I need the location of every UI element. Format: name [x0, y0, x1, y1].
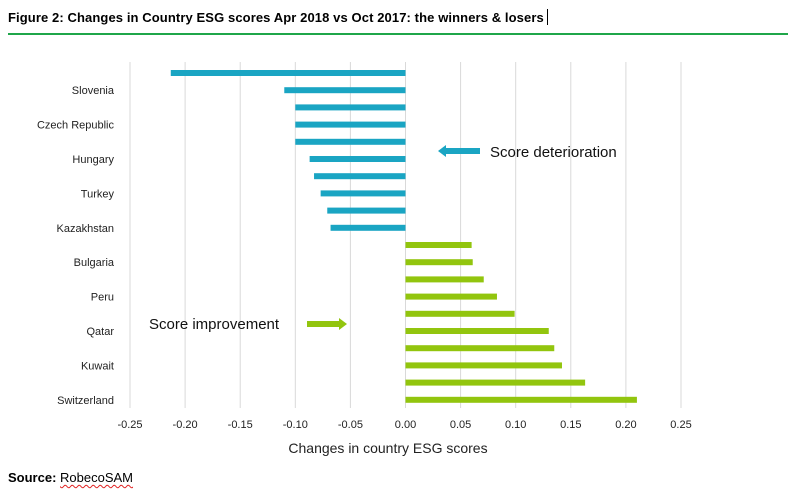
- bar-improvement: [405, 379, 586, 386]
- category-label: Switzerland: [57, 395, 114, 407]
- category-label: Qatar: [86, 326, 114, 338]
- bar-improvement: [405, 293, 497, 300]
- category-label: Turkey: [81, 188, 115, 200]
- improvement-annotation: Score improvement: [149, 316, 347, 333]
- gridlines: [129, 62, 682, 408]
- category-label: Czech Republic: [37, 120, 115, 132]
- bar-improvement: [405, 259, 473, 266]
- category-label: Bulgaria: [74, 257, 115, 269]
- x-tick-labels: -0.25 -0.20 -0.15 -0.10 -0.05 0.00 0.05 0.10 0.1…: [117, 419, 691, 431]
- category-label: Kuwait: [81, 360, 114, 372]
- category-label: Kazakhstan: [57, 223, 114, 235]
- bar-improvement: [405, 242, 472, 248]
- source-label: Source:: [8, 470, 57, 485]
- x-tick-label: -0.15: [228, 419, 253, 431]
- bar-deterioration: [309, 156, 406, 162]
- bar-deterioration: [330, 224, 406, 231]
- x-tick-label: 0.15: [560, 419, 581, 431]
- bar-improvement: [405, 362, 562, 369]
- text-cursor-icon: [546, 9, 548, 25]
- title-rule: [8, 33, 788, 35]
- left-arrow-icon: [438, 145, 480, 157]
- x-tick-label: 0.00: [395, 419, 416, 431]
- bar-deterioration: [314, 173, 406, 180]
- x-tick-label: 0.25: [670, 419, 691, 431]
- bar-improvement: [405, 310, 515, 317]
- bar-deterioration: [320, 190, 406, 197]
- bar-deterioration: [295, 138, 406, 145]
- x-tick-label: -0.05: [338, 419, 363, 431]
- x-tick-label: -0.10: [283, 419, 308, 431]
- bar-deterioration: [170, 70, 406, 76]
- right-arrow-icon: [307, 318, 347, 330]
- x-tick-label: 0.20: [615, 419, 636, 431]
- category-labels: Slovenia Czech Republic Hungary Turkey Kazak…: [37, 85, 115, 407]
- esg-bar-chart: Slovenia Czech Republic Hungary Turkey Kazak…: [37, 62, 692, 456]
- x-tick-label: -0.20: [173, 419, 198, 431]
- bar-improvement: [405, 396, 637, 403]
- category-label: Slovenia: [72, 85, 115, 97]
- bars: [170, 70, 637, 403]
- x-axis-title: Changes in country ESG scores: [288, 440, 487, 456]
- bar-improvement: [405, 345, 555, 352]
- figure-title-text: Figure 2: Changes in Country ESG scores …: [8, 10, 544, 25]
- x-tick-label: 0.10: [505, 419, 526, 431]
- x-tick-label: -0.25: [117, 419, 142, 431]
- category-label: Hungary: [72, 154, 114, 166]
- category-label: Peru: [91, 292, 114, 304]
- bar-deterioration: [284, 87, 406, 94]
- x-tick-label: 0.05: [450, 419, 471, 431]
- bar-deterioration: [327, 207, 406, 214]
- figure-title: Figure 2: Changes in Country ESG scores …: [8, 9, 548, 25]
- source-note: Source: RobecoSAM: [8, 470, 133, 485]
- bar-improvement: [405, 276, 484, 283]
- bar-improvement: [405, 328, 549, 334]
- improvement-label: Score improvement: [149, 316, 280, 333]
- bar-deterioration: [295, 104, 406, 111]
- deterioration-label: Score deterioration: [490, 144, 617, 161]
- deterioration-annotation: Score deterioration: [438, 144, 617, 161]
- bar-deterioration: [295, 121, 406, 128]
- source-name: RobecoSAM: [60, 470, 134, 485]
